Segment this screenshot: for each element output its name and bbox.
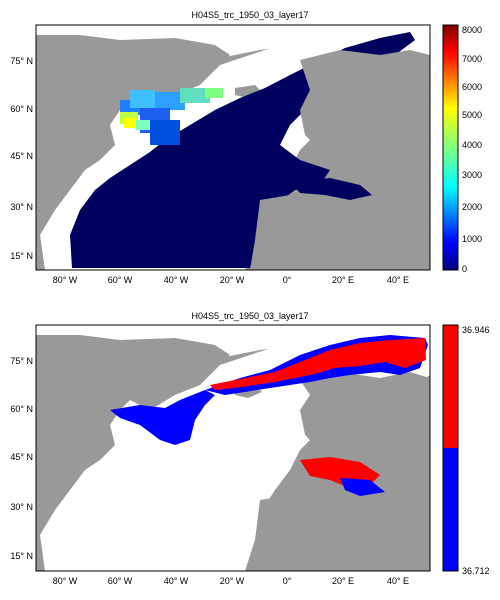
top-colorbar-tick: 8000 [462, 25, 482, 35]
bottom-colorbar-red [443, 325, 458, 448]
bottom-arctic-no-data [36, 325, 430, 358]
top-map-area [35, 24, 431, 271]
top-colorbar-tick: 1000 [462, 234, 482, 244]
top-lat-label: 30° N [10, 202, 33, 212]
bottom-lon-label: 80° W [53, 576, 78, 586]
top-arctic-no-data [36, 25, 430, 58]
top-patch-cell [150, 120, 180, 145]
top-colorbar-tick: 0 [462, 264, 467, 274]
bottom-lat-label: 30° N [10, 502, 33, 512]
top-lon-label: 20° E [332, 275, 354, 285]
top-tracer-high-patch [120, 88, 223, 145]
bottom-colorbar-blue [443, 448, 458, 571]
top-colorbar-tick: 7000 [462, 54, 482, 64]
top-lat-label: 60° N [10, 104, 33, 114]
top-lon-label: 20° W [220, 275, 245, 285]
bottom-lon-label: 60° W [108, 576, 133, 586]
bottom-blue-labrador [110, 390, 215, 445]
top-colorbar-tick: 4000 [462, 140, 482, 150]
top-patch-cell [136, 120, 150, 130]
bottom-lon-label: 0° [283, 576, 292, 586]
bottom-red-nordic [210, 338, 426, 390]
top-lon-label: 40° E [387, 275, 409, 285]
top-lat-label: 45° N [10, 151, 33, 161]
bottom-lat-label: 75° N [10, 356, 33, 366]
bottom-africa-land [250, 495, 430, 571]
top-patch-cell [205, 88, 223, 98]
top-colorbar-tick: 3000 [462, 170, 482, 180]
top-lat-label: 75° N [10, 56, 33, 66]
top-patch-cell [155, 92, 185, 110]
bottom-lon-label: 20° W [220, 576, 245, 586]
top-africa-land [250, 195, 430, 270]
bottom-colorbar-frame [442, 324, 459, 572]
top-lat-label: 15° N [10, 251, 33, 261]
bottom-map-frame [35, 324, 431, 572]
top-map-panel: H04S5_trc_1950_03_layer17 [10, 10, 482, 285]
bottom-lon-label: 20° E [332, 576, 354, 586]
bottom-lon-label: 40° E [387, 576, 409, 586]
bottom-europe-land [300, 372, 430, 480]
top-mediterranean-field [290, 178, 372, 200]
top-map-frame [35, 24, 431, 271]
top-patch-cell [180, 88, 210, 103]
top-colorbar-tick: 6000 [462, 82, 482, 92]
top-patch-cell [124, 118, 136, 128]
top-lon-label: 80° W [53, 275, 78, 285]
bottom-map-title: H04S5_trc_1950_03_layer17 [191, 311, 308, 321]
bottom-map-panel: H04S5_trc_1950_03_layer17 75° N [10, 311, 489, 586]
bottom-colorbar-tick: 36.712 [462, 566, 490, 576]
top-lon-label: 0° [283, 275, 292, 285]
top-patch-cell [130, 90, 155, 108]
top-map-title: H04S5_trc_1950_03_layer17 [191, 10, 308, 20]
top-lon-label: 60° W [108, 275, 133, 285]
bottom-lat-label: 60° N [10, 404, 33, 414]
bottom-blue-mediterranean [340, 478, 385, 496]
top-colorbar-tick: 2000 [462, 202, 482, 212]
bottom-lat-label: 45° N [10, 452, 33, 462]
top-tracer-low-field [70, 32, 415, 268]
bottom-greenland [110, 338, 230, 410]
bottom-lat-label: 15° N [10, 551, 33, 561]
top-lon-label: 40° W [164, 275, 189, 285]
top-colorbar [442, 24, 459, 271]
bottom-lon-label: 40° W [164, 576, 189, 586]
bottom-colorbar-tick: 36.946 [462, 325, 490, 335]
top-europe-land [300, 50, 430, 180]
bottom-map-area [35, 324, 431, 572]
top-colorbar-tick: 5000 [462, 110, 482, 120]
